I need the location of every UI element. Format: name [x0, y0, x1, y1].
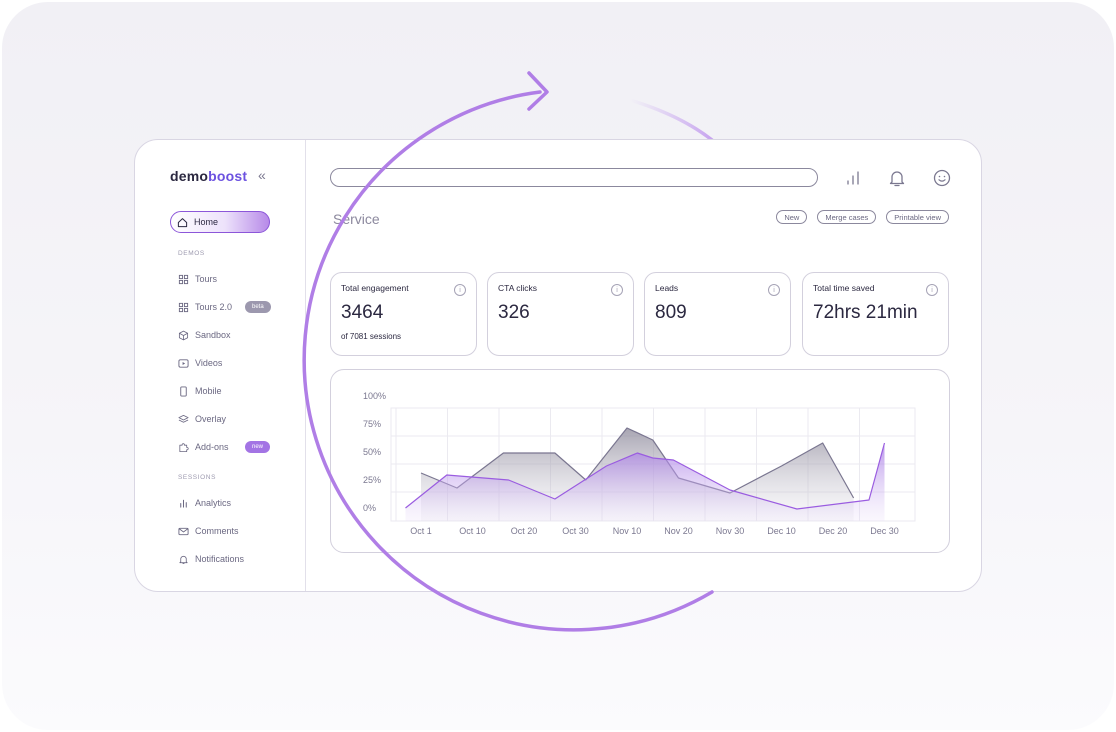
- puzzle-icon: [179, 442, 189, 452]
- sidebar-item-notifications[interactable]: Notifications: [178, 552, 244, 566]
- sidebar-item-home[interactable]: Home: [170, 211, 270, 233]
- sidebar-item-comments[interactable]: Comments: [178, 524, 239, 538]
- sidebar-item-mobile[interactable]: Mobile: [178, 384, 222, 398]
- sidebar-item-label: Videos: [195, 358, 223, 368]
- app-logo[interactable]: demoboost: [170, 168, 248, 184]
- bar-chart-icon: [180, 499, 187, 508]
- app-window: demoboost « Home DEMOS Tours Tours 2.0 b…: [134, 139, 982, 592]
- smiley-icon[interactable]: [931, 167, 953, 189]
- info-icon[interactable]: i: [611, 284, 623, 296]
- sidebar-item-label: Notifications: [195, 554, 245, 564]
- stat-card-total-engagement: Total engagement i 3464 of 7081 sessions: [330, 272, 477, 356]
- mobile-icon: [180, 385, 187, 397]
- y-tick-label: 75%: [363, 419, 381, 429]
- sidebar-item-overlay[interactable]: Overlay: [178, 412, 226, 426]
- section-label-demos: DEMOS: [178, 250, 205, 257]
- grid-icon: [178, 302, 189, 312]
- x-tick-label: Oct 1: [410, 526, 432, 536]
- main-content: Service New Merge cases Printable view T…: [306, 140, 981, 591]
- sidebar-item-label: Home: [194, 217, 219, 227]
- sidebar-item-label: Overlay: [195, 414, 227, 424]
- stat-card-total-time-saved: Total time saved i 72hrs 21min: [802, 272, 949, 356]
- stat-subtext: of 7081 sessions: [341, 332, 402, 341]
- beta-badge: beta: [245, 301, 271, 313]
- stat-label: Total time saved: [813, 283, 875, 293]
- x-tick-label: Dec 20: [819, 526, 848, 536]
- x-tick-label: Oct 20: [511, 526, 538, 536]
- sidebar-item-label: Sandbox: [195, 330, 231, 340]
- sidebar-item-label: Tours 2.0: [195, 302, 233, 312]
- sidebar-item-sandbox[interactable]: Sandbox: [178, 328, 231, 342]
- page-title: Service: [333, 211, 380, 227]
- search-input[interactable]: [330, 168, 818, 187]
- stat-card-cta-clicks: CTA clicks i 326: [487, 272, 634, 356]
- stat-card-leads: Leads i 809: [644, 272, 791, 356]
- info-icon[interactable]: i: [926, 284, 938, 296]
- collapse-sidebar-button[interactable]: «: [258, 167, 266, 183]
- x-tick-label: Nov 10: [613, 526, 642, 536]
- info-icon[interactable]: i: [768, 284, 780, 296]
- header-actions: New Merge cases Printable view: [776, 210, 949, 224]
- y-tick-label: 50%: [363, 447, 381, 457]
- mail-icon: [178, 527, 189, 535]
- sidebar-item-label: Mobile: [195, 386, 222, 396]
- new-button[interactable]: New: [776, 210, 808, 224]
- sidebar: demoboost « Home DEMOS Tours Tours 2.0 b…: [135, 140, 306, 591]
- y-tick-label: 25%: [363, 475, 381, 485]
- new-badge: new: [245, 441, 271, 453]
- sidebar-item-label: Add-ons: [195, 442, 229, 452]
- layers-icon: [178, 414, 189, 423]
- engagement-chart: 100% 75% 50% 25% 0% Oct 1 Oct 10 Oct 20 Oct 30 No…: [363, 391, 916, 536]
- x-tick-label: Oct 10: [459, 526, 486, 536]
- stat-value: 809: [655, 302, 687, 323]
- y-tick-label: 0%: [363, 503, 376, 513]
- bell-icon[interactable]: [886, 167, 908, 189]
- home-icon: [177, 217, 188, 227]
- sidebar-item-add-ons[interactable]: Add-ons: [178, 440, 229, 454]
- info-icon[interactable]: i: [454, 284, 466, 296]
- stat-label: Total engagement: [341, 283, 409, 293]
- sidebar-item-label: Analytics: [195, 498, 232, 508]
- stat-value: 3464: [341, 302, 384, 323]
- cube-icon: [178, 330, 189, 340]
- bar-chart-icon[interactable]: [842, 167, 864, 189]
- printable-view-button[interactable]: Printable view: [886, 210, 949, 224]
- x-tick-label: Nov 30: [716, 526, 745, 536]
- x-tick-label: Dec 30: [870, 526, 899, 536]
- engagement-chart-card: 100% 75% 50% 25% 0% Oct 1 Oct 10 Oct 20 Oct 30 No…: [330, 369, 950, 553]
- sidebar-item-analytics[interactable]: Analytics: [178, 496, 231, 510]
- grid-icon: [178, 274, 189, 284]
- sidebar-item-label: Tours: [195, 274, 218, 284]
- merge-cases-button[interactable]: Merge cases: [817, 210, 877, 224]
- sidebar-item-videos[interactable]: Videos: [178, 356, 222, 370]
- stat-label: CTA clicks: [498, 283, 538, 293]
- bell-icon: [179, 555, 188, 564]
- sidebar-item-label: Comments: [195, 526, 239, 536]
- section-label-sessions: SESSIONS: [178, 474, 217, 481]
- x-tick-label: Oct 30: [562, 526, 589, 536]
- x-tick-label: Dec 10: [767, 526, 796, 536]
- stat-value: 326: [498, 302, 530, 323]
- x-tick-label: Nov 20: [664, 526, 693, 536]
- stat-label: Leads: [655, 283, 679, 293]
- video-icon: [178, 358, 189, 368]
- sidebar-item-tours[interactable]: Tours: [178, 272, 217, 286]
- stat-value: 72hrs 21min: [813, 302, 918, 323]
- y-tick-label: 100%: [363, 391, 386, 401]
- sidebar-item-tours-2[interactable]: Tours 2.0: [178, 300, 232, 314]
